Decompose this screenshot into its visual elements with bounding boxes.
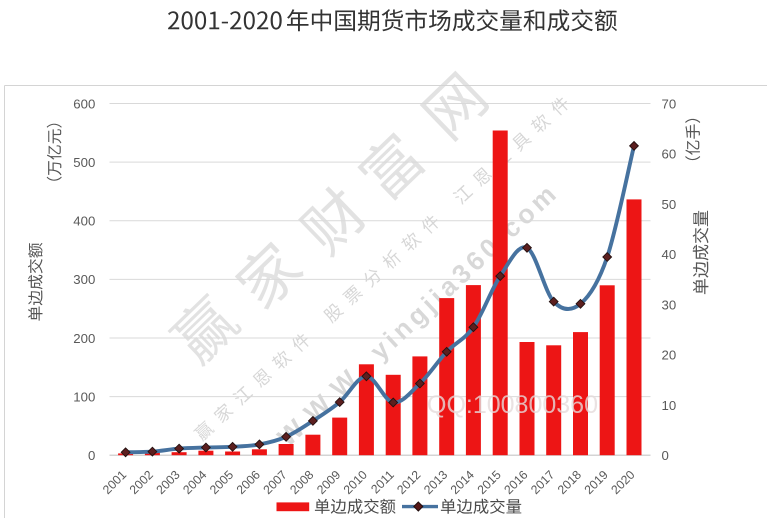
svg-text:500: 500 <box>73 155 95 170</box>
svg-text:200: 200 <box>73 331 95 346</box>
svg-text:30: 30 <box>662 297 677 312</box>
svg-text:400: 400 <box>73 214 95 229</box>
svg-text:40: 40 <box>662 247 677 262</box>
svg-text:50: 50 <box>662 197 677 212</box>
svg-text:600: 600 <box>73 96 95 111</box>
svg-text:70: 70 <box>662 96 677 111</box>
svg-text:100: 100 <box>73 389 95 404</box>
svg-text:60: 60 <box>662 147 677 162</box>
svg-text:QQ:100800360: QQ:100800360 <box>427 391 598 419</box>
svg-text:10: 10 <box>662 398 677 413</box>
svg-text:0: 0 <box>662 448 669 463</box>
svg-text:300: 300 <box>73 272 95 287</box>
svg-text:20: 20 <box>662 348 677 363</box>
svg-text:0: 0 <box>88 448 95 463</box>
